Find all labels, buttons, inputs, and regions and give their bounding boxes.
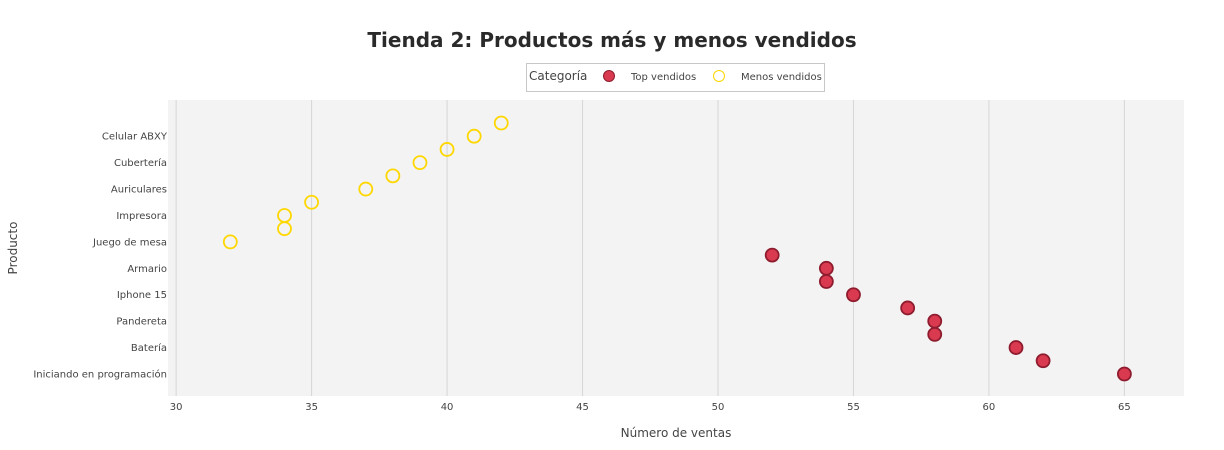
- x-tick-label: 50: [712, 402, 725, 413]
- y-tick-label: Auriculares: [111, 185, 167, 196]
- y-tick-label: Juego de mesa: [92, 237, 167, 248]
- scatter-point-menos-vendidos[interactable]: Impresora: 35: [304, 194, 319, 210]
- scatter-point-top-vendidos[interactable]: Armario: 52: [764, 247, 780, 263]
- legend-title: Categoría: [529, 69, 588, 83]
- x-tick-label: 30: [170, 402, 183, 413]
- scatter-point-menos-vendidos[interactable]: Celular ABXY: 42: [493, 115, 509, 131]
- y-tick-label: Pandereta: [116, 317, 167, 328]
- scatter-point-top-vendidos[interactable]: Pandereta: 58: [927, 313, 943, 329]
- x-tick-label: 40: [441, 402, 454, 413]
- legend-label-menos-vendidos[interactable]: Menos vendidos: [741, 72, 822, 83]
- scatter-point-menos-vendidos[interactable]: Juego de mesa: 34: [277, 221, 292, 237]
- scatter-point-menos-vendidos[interactable]: Auriculares: 38: [385, 168, 401, 184]
- x-axis-title: Número de ventas: [621, 426, 732, 440]
- scatter-point-menos-vendidos[interactable]: Cubertería: 39: [412, 155, 428, 171]
- scatter-point-top-vendidos[interactable]: Pandereta: 57: [900, 300, 916, 316]
- y-tick-label: Armario: [127, 264, 167, 275]
- scatter-point-menos-vendidos[interactable]: Juego de mesa: 32: [222, 234, 238, 250]
- x-tick-label: 55: [847, 402, 860, 413]
- scatter-point-menos-vendidos[interactable]: Celular ABXY: 41: [466, 128, 482, 144]
- chart-title: Tienda 2: Productos más y menos vendidos: [367, 28, 857, 52]
- scatter-point-top-vendidos[interactable]: Batería: 58: [927, 326, 943, 342]
- y-tick-label: Celular ABXY: [102, 132, 168, 143]
- plot-background: [168, 100, 1184, 396]
- scatter-point-menos-vendidos[interactable]: Cubertería: 40: [439, 142, 455, 157]
- x-tick-label: 35: [305, 402, 318, 413]
- scatter-point-menos-vendidos[interactable]: Auriculares: 37: [358, 181, 374, 197]
- scatter-point-top-vendidos[interactable]: Iniciando en programación: 62: [1035, 353, 1051, 369]
- x-tick-label: 65: [1118, 402, 1131, 413]
- legend-label-top-vendidos[interactable]: Top vendidos: [631, 72, 697, 83]
- x-tick-label: 60: [983, 402, 996, 413]
- y-tick-label: Cubertería: [114, 157, 167, 169]
- y-tick-label: Batería: [131, 342, 167, 354]
- scatter-point-top-vendidos[interactable]: Batería: 61: [1008, 340, 1024, 355]
- x-tick-label: 45: [576, 402, 589, 413]
- legend-marker-menos-vendidos[interactable]: [713, 70, 725, 82]
- scatter-point-top-vendidos[interactable]: Iniciando en programación: 65: [1116, 366, 1132, 382]
- y-axis-title: Producto: [6, 222, 20, 275]
- scatter-point-top-vendidos[interactable]: Iphone 15: 54: [818, 274, 834, 289]
- legend-marker-top-vendidos[interactable]: [603, 70, 615, 82]
- scatter-point-top-vendidos[interactable]: Iphone 15: 55: [846, 287, 861, 303]
- legend[interactable]: Categoría Top vendidos Menos vendidos: [526, 63, 825, 92]
- y-tick-label: Iniciando en programación: [33, 368, 167, 380]
- y-tick-label: Impresora: [116, 211, 167, 222]
- scatter-point-top-vendidos[interactable]: Armario: 54: [818, 260, 834, 276]
- y-tick-label: Iphone 15: [117, 290, 167, 301]
